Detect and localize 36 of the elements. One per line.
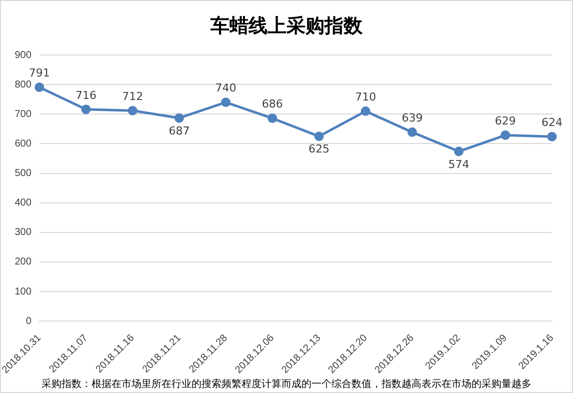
y-tick-label: 400 <box>14 198 32 209</box>
y-tick-label: 800 <box>14 79 32 90</box>
y-tick-label: 300 <box>14 227 32 238</box>
y-tick-label: 700 <box>14 108 32 120</box>
data-label: 791 <box>28 66 50 80</box>
data-label: 625 <box>308 142 330 156</box>
point <box>221 98 231 108</box>
point <box>407 127 417 137</box>
y-tick-label: 900 <box>14 50 32 61</box>
y-tick-label: 200 <box>14 256 32 268</box>
data-label: 686 <box>262 98 283 111</box>
point <box>81 104 91 114</box>
point <box>314 132 324 142</box>
data-label: 574 <box>448 158 470 171</box>
data-label: 710 <box>355 90 376 104</box>
data-label: 712 <box>122 90 144 103</box>
data-label: 624 <box>542 116 562 129</box>
data-label: 740 <box>215 82 236 95</box>
data-label: 629 <box>494 114 516 128</box>
y-tick-label: 100 <box>14 286 32 298</box>
point <box>128 106 138 116</box>
point <box>174 113 184 123</box>
point <box>360 106 370 116</box>
point <box>268 114 278 124</box>
y-tick-label: 500 <box>14 168 32 180</box>
point <box>547 132 557 142</box>
y-tick-label: 0 <box>26 316 32 327</box>
chart-title: 车蜡线上采购指数 <box>210 14 364 39</box>
data-label: 687 <box>168 124 190 138</box>
text: 采购指数：根据在市场里所在行业的搜索频繁程度计算而成的一个综合数值，指数越高表示在市场的采购量越多 <box>40 378 532 391</box>
point <box>34 82 44 92</box>
point <box>500 130 510 140</box>
y-tick-label: 600 <box>14 138 32 150</box>
data-label: 716 <box>75 88 96 102</box>
data-label: 639 <box>402 112 423 125</box>
point <box>454 146 464 156</box>
